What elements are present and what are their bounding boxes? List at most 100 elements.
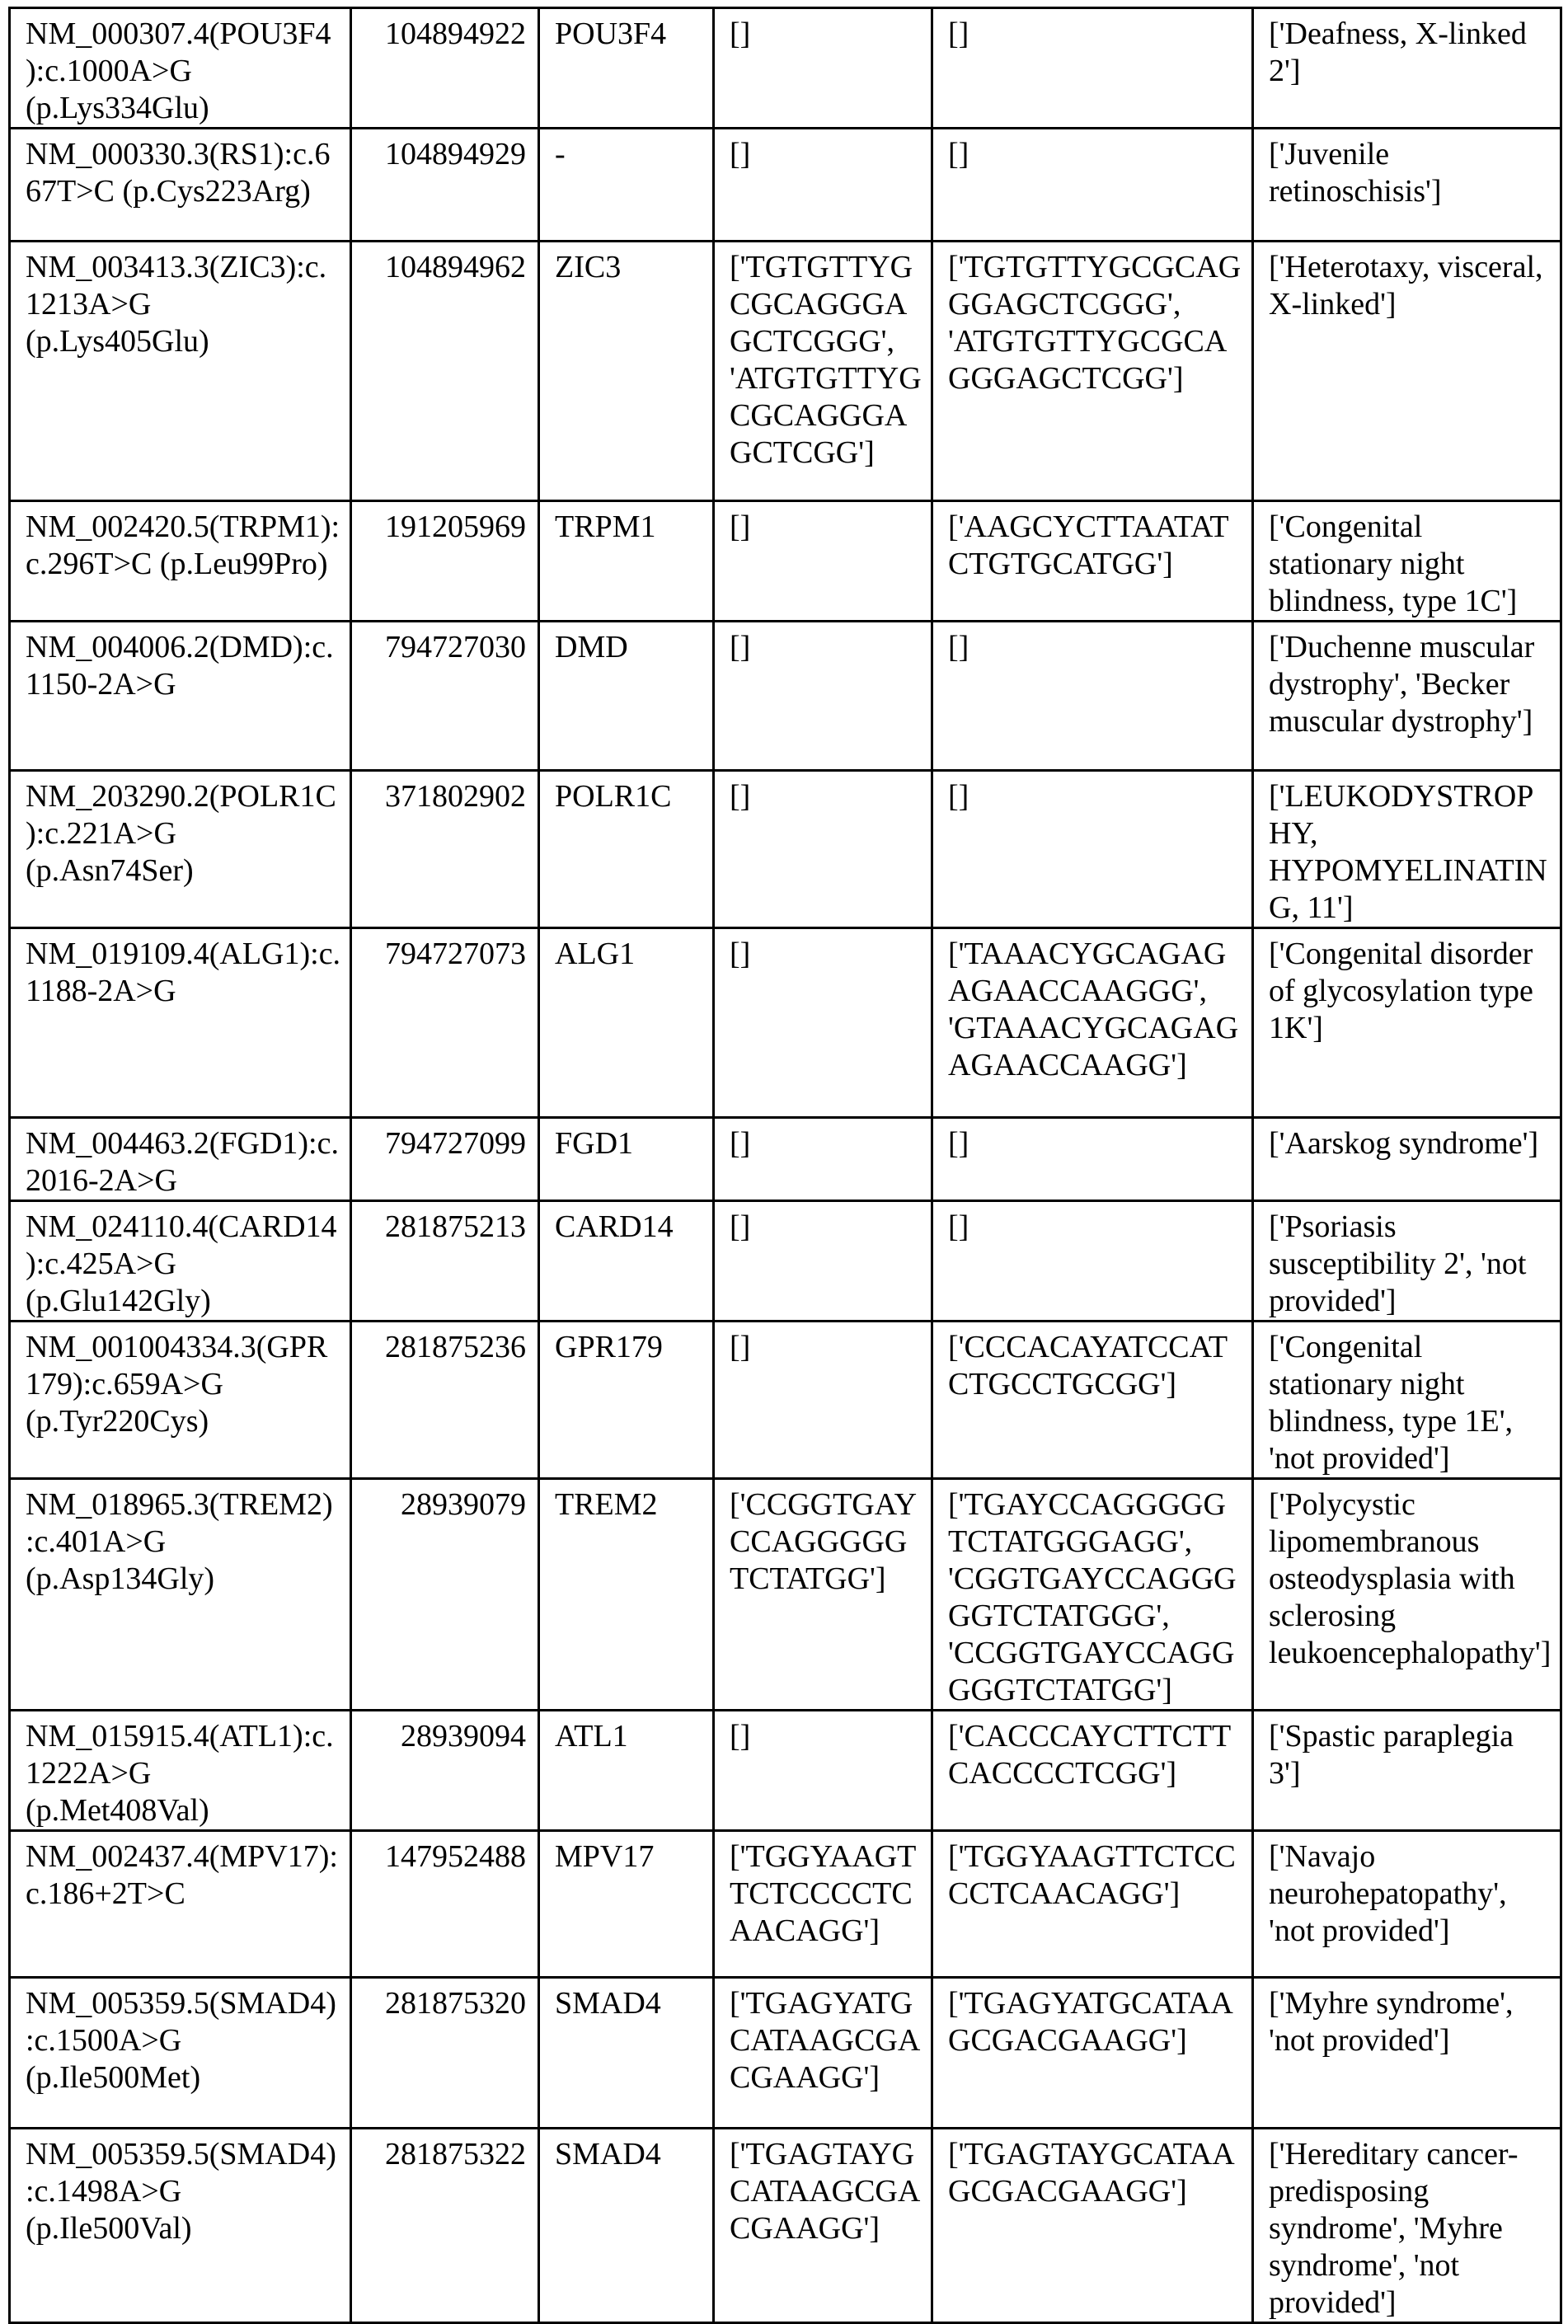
sequence-cell-b: [] xyxy=(932,129,1253,242)
sequence-cell-b: ['TGAGTAYGCATAAGCGACGAAGG'] xyxy=(932,2129,1253,2323)
id-cell: 281875322 xyxy=(351,2129,539,2323)
gene-cell: SMAD4 xyxy=(539,2129,714,2323)
variant-cell: NM_000307.4(POU3F4):c.1000A>G (p.Lys334G… xyxy=(10,8,351,129)
gene-cell: TREM2 xyxy=(539,1479,714,1711)
sequence-cell-b: ['TAAACYGCAGAGAGAACCAAGGG', 'GTAAACYGCAG… xyxy=(932,928,1253,1118)
variant-cell: NM_018965.3(TREM2):c.401A>G (p.Asp134Gly… xyxy=(10,1479,351,1711)
condition-cell: ['Congenital disorder of glycosylation t… xyxy=(1253,928,1561,1118)
sequence-cell-a: [] xyxy=(714,1711,932,1831)
gene-cell: POU3F4 xyxy=(539,8,714,129)
gene-cell: ZIC3 xyxy=(539,242,714,501)
variant-cell: NM_005359.5(SMAD4):c.1498A>G (p.Ile500Va… xyxy=(10,2129,351,2323)
table-row: NM_019109.4(ALG1):c.1188-2A>G794727073AL… xyxy=(10,928,1561,1118)
variant-cell: NM_002420.5(TRPM1):c.296T>C (p.Leu99Pro) xyxy=(10,501,351,622)
id-cell: 794727073 xyxy=(351,928,539,1118)
sequence-cell-b: [] xyxy=(932,1118,1253,1201)
condition-cell: ['LEUKODYSTROPHY, HYPOMYELINATING, 11'] xyxy=(1253,771,1561,928)
gene-cell: DMD xyxy=(539,622,714,771)
sequence-cell-b: ['TGTGTTYGCGCAGGGAGCTCGGG', 'ATGTGTTYGCG… xyxy=(932,242,1253,501)
table-row: NM_000307.4(POU3F4):c.1000A>G (p.Lys334G… xyxy=(10,8,1561,129)
table-row: NM_001004334.3(GPR179):c.659A>G (p.Tyr22… xyxy=(10,1322,1561,1479)
gene-cell: SMAD4 xyxy=(539,1978,714,2129)
sequence-cell-a: ['CCGGTGAYCCAGGGGGTCTATGG'] xyxy=(714,1479,932,1711)
table-row: NM_203290.2(POLR1C):c.221A>G (p.Asn74Ser… xyxy=(10,771,1561,928)
condition-cell: ['Spastic paraplegia 3'] xyxy=(1253,1711,1561,1831)
table-row: NM_004006.2(DMD):c.1150-2A>G794727030DMD… xyxy=(10,622,1561,771)
gene-cell: ATL1 xyxy=(539,1711,714,1831)
sequence-cell-b: [] xyxy=(932,771,1253,928)
sequence-cell-a: ['TGGYAAGTTCTCCCCTCAACAGG'] xyxy=(714,1831,932,1978)
variant-cell: NM_203290.2(POLR1C):c.221A>G (p.Asn74Ser… xyxy=(10,771,351,928)
table-row: NM_000330.3(RS1):c.667T>C (p.Cys223Arg)1… xyxy=(10,129,1561,242)
gene-cell: TRPM1 xyxy=(539,501,714,622)
condition-cell: ['Duchenne muscular dystrophy', 'Becker … xyxy=(1253,622,1561,771)
table-row: NM_004463.2(FGD1):c.2016-2A>G794727099FG… xyxy=(10,1118,1561,1201)
table-row: NM_003413.3(ZIC3):c.1213A>G (p.Lys405Glu… xyxy=(10,242,1561,501)
condition-cell: ['Navajo neurohepatopathy', 'not provide… xyxy=(1253,1831,1561,1978)
condition-cell: ['Heterotaxy, visceral, X-linked'] xyxy=(1253,242,1561,501)
sequence-cell-a: ['TGAGTAYGCATAAGCGACGAAGG'] xyxy=(714,2129,932,2323)
gene-cell: FGD1 xyxy=(539,1118,714,1201)
id-cell: 281875236 xyxy=(351,1322,539,1479)
sequence-cell-a: [] xyxy=(714,501,932,622)
id-cell: 281875213 xyxy=(351,1201,539,1322)
id-cell: 794727030 xyxy=(351,622,539,771)
table-row: NM_018965.3(TREM2):c.401A>G (p.Asp134Gly… xyxy=(10,1479,1561,1711)
sequence-cell-a: [] xyxy=(714,622,932,771)
condition-cell: ['Congenital stationary night blindness,… xyxy=(1253,1322,1561,1479)
sequence-cell-b: ['TGAGYATGCATAAGCGACGAAGG'] xyxy=(932,1978,1253,2129)
id-cell: 104894929 xyxy=(351,129,539,242)
condition-cell: ['Psoriasis susceptibility 2', 'not prov… xyxy=(1253,1201,1561,1322)
sequence-cell-a: [] xyxy=(714,8,932,129)
gene-cell: MPV17 xyxy=(539,1831,714,1978)
id-cell: 281875320 xyxy=(351,1978,539,2129)
variant-cell: NM_002437.4(MPV17):c.186+2T>C xyxy=(10,1831,351,1978)
gene-cell: - xyxy=(539,129,714,242)
sequence-cell-a: [] xyxy=(714,1118,932,1201)
variant-cell: NM_004463.2(FGD1):c.2016-2A>G xyxy=(10,1118,351,1201)
table-row: NM_005359.5(SMAD4):c.1498A>G (p.Ile500Va… xyxy=(10,2129,1561,2323)
table-row: NM_024110.4(CARD14):c.425A>G (p.Glu142Gl… xyxy=(10,1201,1561,1322)
sequence-cell-b: ['CCCACAYATCCATCTGCCTGCGG'] xyxy=(932,1322,1253,1479)
variant-cell: NM_004006.2(DMD):c.1150-2A>G xyxy=(10,622,351,771)
variant-cell: NM_019109.4(ALG1):c.1188-2A>G xyxy=(10,928,351,1118)
sequence-cell-a: [] xyxy=(714,129,932,242)
sequence-cell-a: [] xyxy=(714,1322,932,1479)
id-cell: 371802902 xyxy=(351,771,539,928)
gene-cell: POLR1C xyxy=(539,771,714,928)
sequence-cell-a: [] xyxy=(714,928,932,1118)
id-cell: 28939094 xyxy=(351,1711,539,1831)
variant-cell: NM_003413.3(ZIC3):c.1213A>G (p.Lys405Glu… xyxy=(10,242,351,501)
variant-cell: NM_015915.4(ATL1):c.1222A>G (p.Met408Val… xyxy=(10,1711,351,1831)
condition-cell: ['Hereditary cancer-predisposing syndrom… xyxy=(1253,2129,1561,2323)
table-row: NM_005359.5(SMAD4):c.1500A>G (p.Ile500Me… xyxy=(10,1978,1561,2129)
id-cell: 104894962 xyxy=(351,242,539,501)
sequence-cell-a: ['TGAGYATGCATAAGCGACGAAGG'] xyxy=(714,1978,932,2129)
variant-cell: NM_000330.3(RS1):c.667T>C (p.Cys223Arg) xyxy=(10,129,351,242)
table-row: NM_015915.4(ATL1):c.1222A>G (p.Met408Val… xyxy=(10,1711,1561,1831)
variant-cell: NM_005359.5(SMAD4):c.1500A>G (p.Ile500Me… xyxy=(10,1978,351,2129)
variant-cell: NM_024110.4(CARD14):c.425A>G (p.Glu142Gl… xyxy=(10,1201,351,1322)
id-cell: 147952488 xyxy=(351,1831,539,1978)
sequence-cell-b: ['AAGCYCTTAATATCTGTGCATGG'] xyxy=(932,501,1253,622)
table-body: NM_000307.4(POU3F4):c.1000A>G (p.Lys334G… xyxy=(10,8,1561,2323)
sequence-cell-b: [] xyxy=(932,1201,1253,1322)
variant-table: NM_000307.4(POU3F4):c.1000A>G (p.Lys334G… xyxy=(8,7,1562,2324)
sequence-cell-b: ['CACCCAYCTTCTTCACCCCTCGG'] xyxy=(932,1711,1253,1831)
table-row: NM_002437.4(MPV17):c.186+2T>C147952488MP… xyxy=(10,1831,1561,1978)
condition-cell: ['Deafness, X-linked 2'] xyxy=(1253,8,1561,129)
condition-cell: ['Myhre syndrome', 'not provided'] xyxy=(1253,1978,1561,2129)
condition-cell: ['Congenital stationary night blindness,… xyxy=(1253,501,1561,622)
table-row: NM_002420.5(TRPM1):c.296T>C (p.Leu99Pro)… xyxy=(10,501,1561,622)
condition-cell: ['Aarskog syndrome'] xyxy=(1253,1118,1561,1201)
id-cell: 794727099 xyxy=(351,1118,539,1201)
variant-cell: NM_001004334.3(GPR179):c.659A>G (p.Tyr22… xyxy=(10,1322,351,1479)
sequence-cell-b: ['TGGYAAGTTCTCCCCTCAACAGG'] xyxy=(932,1831,1253,1978)
id-cell: 191205969 xyxy=(351,501,539,622)
sequence-cell-a: ['TGTGTTYGCGCAGGGAGCTCGGG', 'ATGTGTTYGCG… xyxy=(714,242,932,501)
gene-cell: GPR179 xyxy=(539,1322,714,1479)
id-cell: 104894922 xyxy=(351,8,539,129)
condition-cell: ['Juvenile retinoschisis'] xyxy=(1253,129,1561,242)
condition-cell: ['Polycystic lipomembranous osteodysplas… xyxy=(1253,1479,1561,1711)
gene-cell: CARD14 xyxy=(539,1201,714,1322)
